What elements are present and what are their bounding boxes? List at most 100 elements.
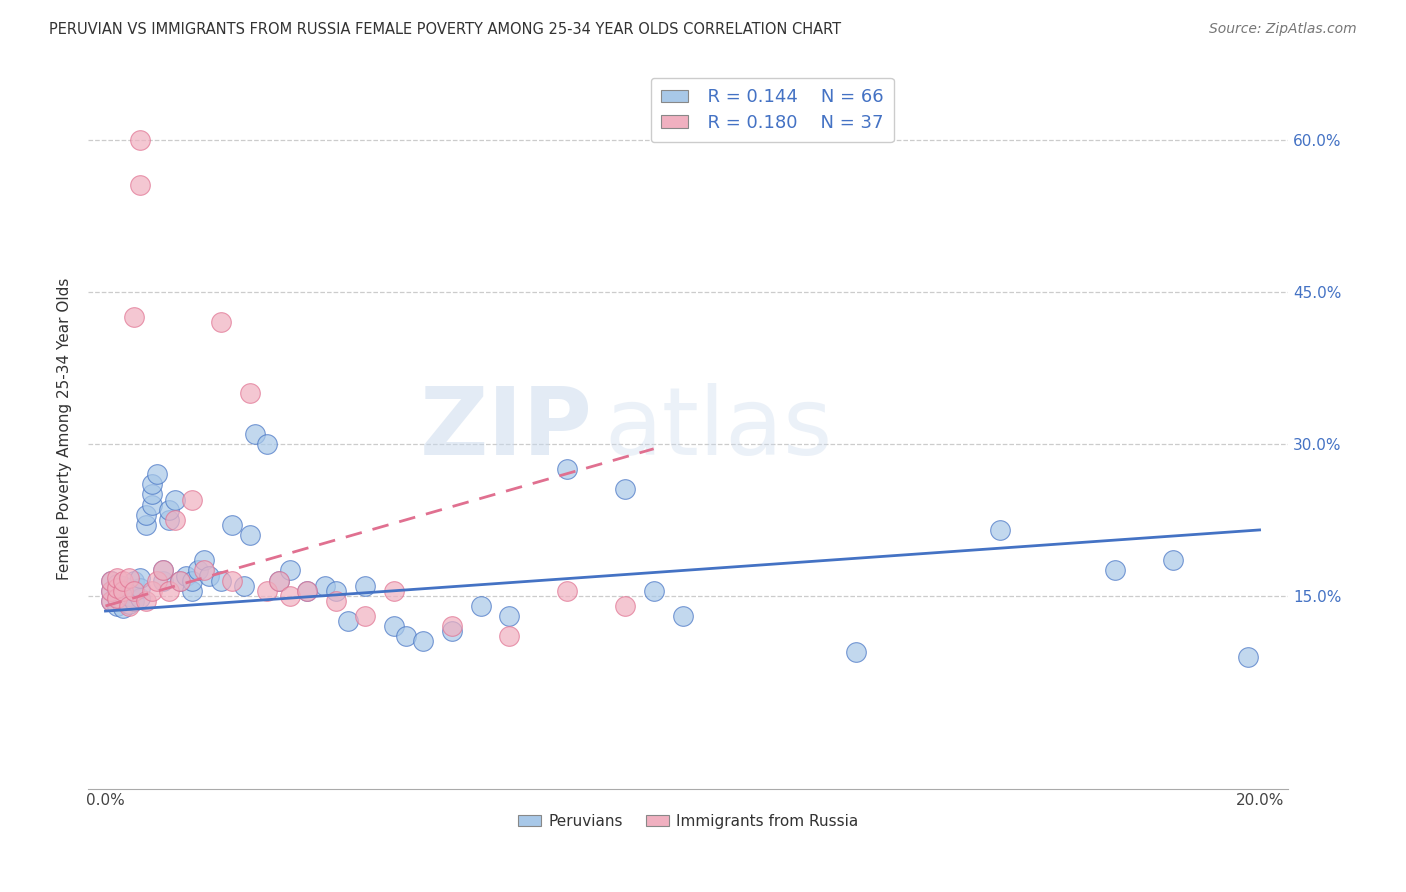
- Point: [146, 574, 169, 588]
- Point: [498, 629, 520, 643]
- Point: [221, 517, 243, 532]
- Point: [382, 619, 405, 633]
- Point: [117, 589, 139, 603]
- Point: [105, 581, 128, 595]
- Point: [152, 564, 174, 578]
- Point: [440, 619, 463, 633]
- Point: [278, 564, 301, 578]
- Point: [129, 178, 152, 193]
- Point: [141, 583, 163, 598]
- Point: [239, 528, 262, 542]
- Point: [157, 513, 180, 527]
- Point: [193, 553, 215, 567]
- Point: [100, 574, 122, 588]
- Point: [129, 571, 152, 585]
- Point: [643, 583, 665, 598]
- Y-axis label: Female Poverty Among 25-34 Year Olds: Female Poverty Among 25-34 Year Olds: [58, 277, 72, 580]
- Text: atlas: atlas: [605, 383, 832, 475]
- Point: [613, 599, 636, 613]
- Point: [613, 483, 636, 497]
- Point: [325, 583, 347, 598]
- Point: [141, 477, 163, 491]
- Point: [1161, 553, 1184, 567]
- Point: [100, 583, 122, 598]
- Point: [297, 583, 319, 598]
- Point: [1104, 564, 1126, 578]
- Point: [105, 599, 128, 613]
- Point: [297, 583, 319, 598]
- Point: [174, 568, 197, 582]
- Point: [181, 574, 204, 588]
- Text: PERUVIAN VS IMMIGRANTS FROM RUSSIA FEMALE POVERTY AMONG 25-34 YEAR OLDS CORRELAT: PERUVIAN VS IMMIGRANTS FROM RUSSIA FEMAL…: [49, 22, 841, 37]
- Point: [129, 591, 152, 605]
- Point: [152, 574, 174, 588]
- Point: [209, 574, 232, 588]
- Point: [135, 508, 157, 522]
- Point: [394, 629, 416, 643]
- Point: [382, 583, 405, 598]
- Point: [111, 601, 134, 615]
- Point: [267, 574, 290, 588]
- Point: [157, 583, 180, 598]
- Point: [100, 594, 122, 608]
- Point: [354, 579, 377, 593]
- Point: [124, 574, 146, 588]
- Point: [111, 579, 134, 593]
- Point: [845, 645, 868, 659]
- Point: [100, 583, 122, 598]
- Point: [146, 467, 169, 482]
- Point: [169, 574, 191, 588]
- Point: [193, 564, 215, 578]
- Point: [129, 581, 152, 595]
- Point: [169, 574, 191, 588]
- Point: [124, 583, 146, 598]
- Point: [440, 624, 463, 639]
- Point: [354, 609, 377, 624]
- Point: [325, 594, 347, 608]
- Point: [124, 310, 146, 324]
- Point: [233, 579, 256, 593]
- Point: [117, 571, 139, 585]
- Point: [239, 386, 262, 401]
- Point: [111, 574, 134, 588]
- Text: Source: ZipAtlas.com: Source: ZipAtlas.com: [1209, 22, 1357, 37]
- Point: [187, 564, 209, 578]
- Point: [555, 462, 578, 476]
- Point: [100, 594, 122, 608]
- Point: [555, 583, 578, 598]
- Point: [314, 579, 336, 593]
- Point: [198, 568, 221, 582]
- Point: [157, 502, 180, 516]
- Point: [1237, 649, 1260, 664]
- Point: [111, 594, 134, 608]
- Point: [256, 583, 278, 598]
- Point: [163, 492, 186, 507]
- Point: [124, 594, 146, 608]
- Legend: Peruvians, Immigrants from Russia: Peruvians, Immigrants from Russia: [512, 807, 865, 835]
- Point: [105, 591, 128, 605]
- Text: ZIP: ZIP: [419, 383, 592, 475]
- Point: [671, 609, 693, 624]
- Point: [141, 487, 163, 501]
- Point: [988, 523, 1011, 537]
- Point: [470, 599, 492, 613]
- Point: [181, 492, 204, 507]
- Point: [105, 571, 128, 585]
- Point: [124, 583, 146, 598]
- Point: [111, 583, 134, 598]
- Point: [111, 587, 134, 601]
- Point: [498, 609, 520, 624]
- Point: [209, 315, 232, 329]
- Point: [256, 436, 278, 450]
- Point: [100, 574, 122, 588]
- Point: [163, 513, 186, 527]
- Point: [117, 599, 139, 613]
- Point: [129, 132, 152, 146]
- Point: [412, 634, 434, 648]
- Point: [278, 589, 301, 603]
- Point: [221, 574, 243, 588]
- Point: [135, 517, 157, 532]
- Point: [267, 574, 290, 588]
- Point: [117, 597, 139, 611]
- Point: [141, 498, 163, 512]
